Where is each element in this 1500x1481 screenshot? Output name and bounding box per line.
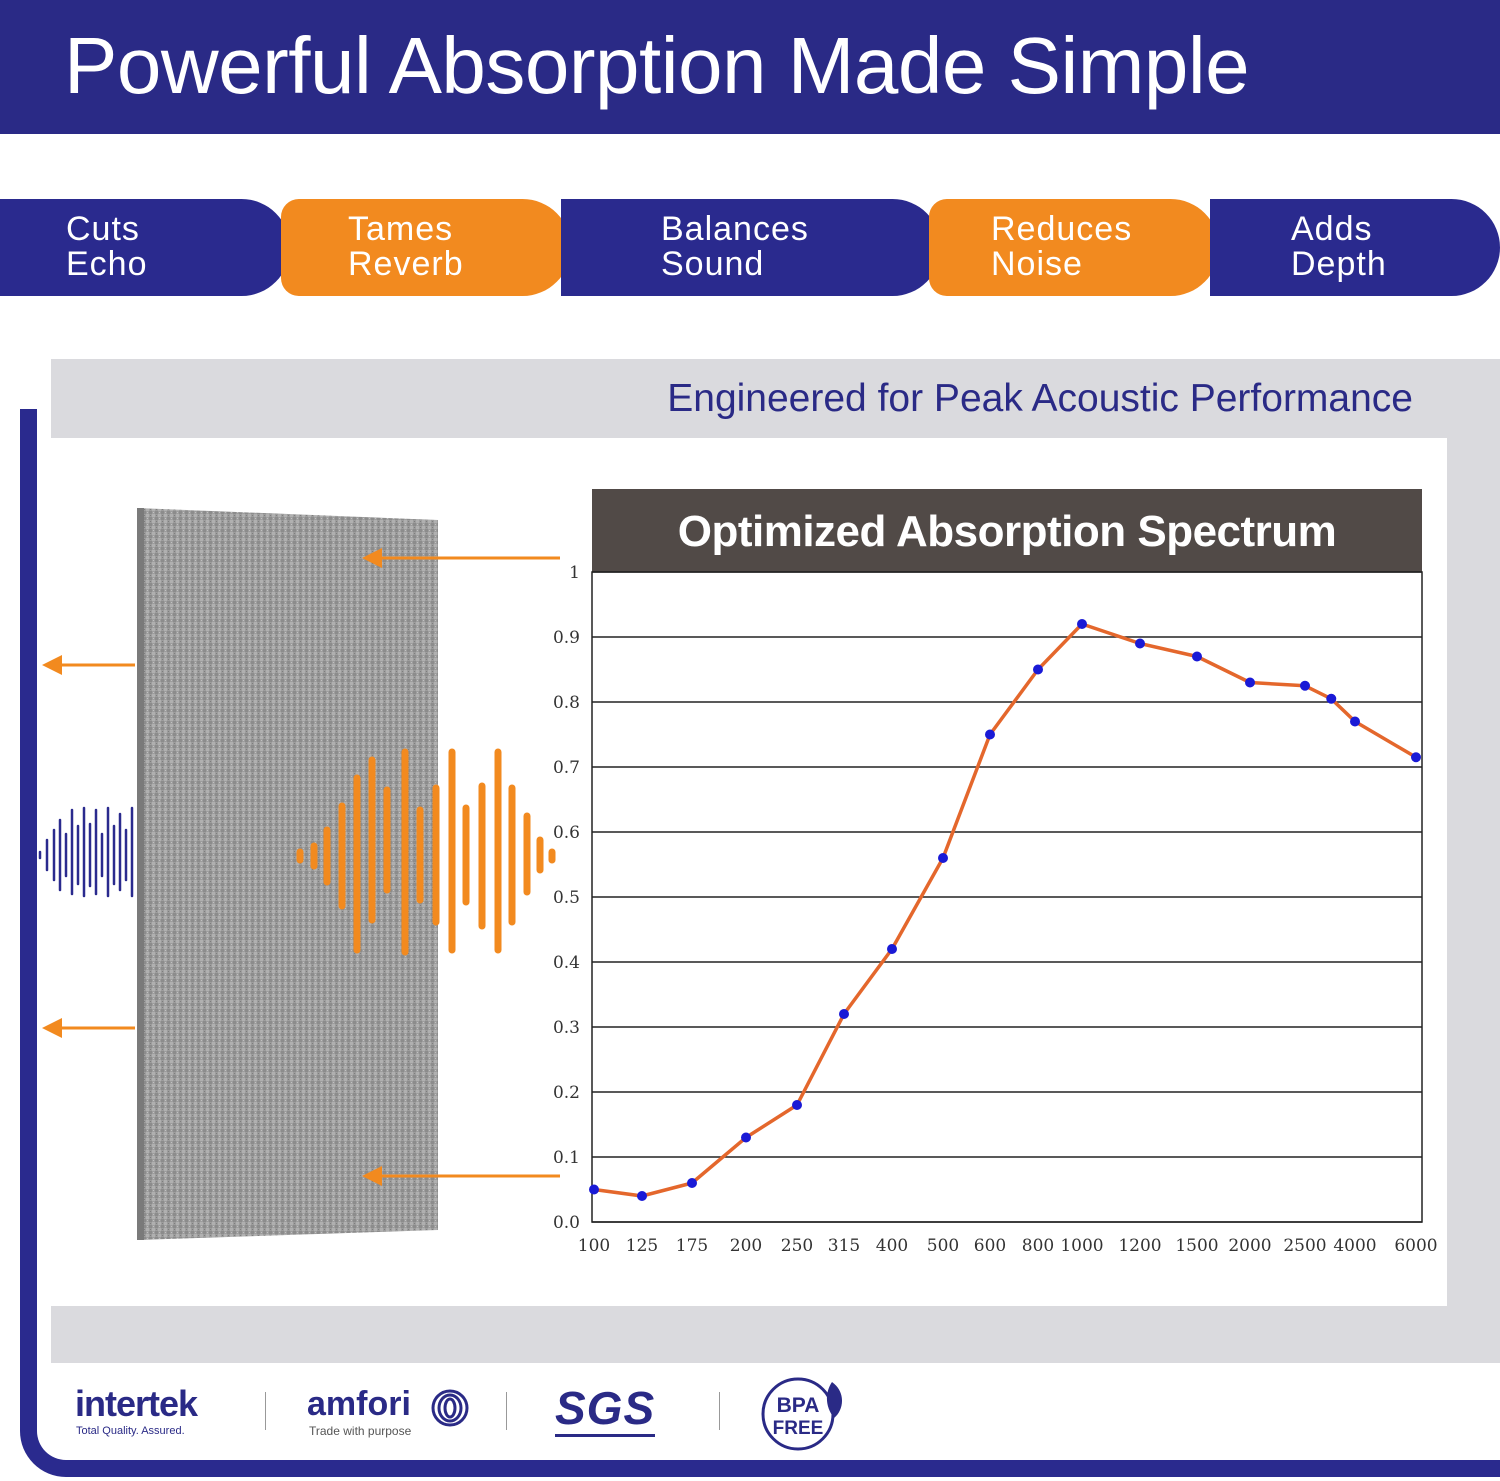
- chart-header: Optimized Absorption Spectrum: [592, 489, 1422, 572]
- x-tick-label: 1200: [1118, 1236, 1161, 1256]
- data-point: [1033, 664, 1043, 675]
- reflected-sound-wave-icon: [38, 806, 134, 898]
- x-tick-label: 600: [974, 1236, 1006, 1256]
- incoming-sound-wave-icon: [296, 748, 556, 956]
- x-tick-label: 6000: [1394, 1236, 1437, 1256]
- amfori-mark-icon: [431, 1389, 469, 1427]
- chart-y-axis: 0.0 0.1 0.2 0.3 0.4 0.5 0.6 0.7 0.8 0.9 1: [553, 563, 580, 1233]
- chart-series: [589, 619, 1421, 1201]
- feature-pill-cuts-echo: Cuts Echo: [0, 199, 290, 296]
- y-tick-label: 0.2: [553, 1083, 580, 1103]
- y-tick-label: 0.3: [553, 1018, 580, 1038]
- data-point: [687, 1178, 697, 1188]
- y-tick-label: 0.8: [553, 693, 580, 713]
- logo-divider: [719, 1392, 720, 1430]
- reflected-arrow-icon: [42, 655, 135, 675]
- acoustic-panel-illustration: [38, 508, 560, 1240]
- data-point: [1245, 677, 1255, 688]
- corner-bracket: [20, 409, 1500, 1477]
- data-point: [741, 1132, 751, 1143]
- incoming-arrow-icon: [362, 548, 560, 568]
- x-tick-label: 4000: [1333, 1236, 1376, 1256]
- bpa-label: BPA: [777, 1394, 820, 1417]
- sgs-logo: SGS: [555, 1382, 656, 1437]
- x-tick-label: 800: [1022, 1236, 1054, 1256]
- feature-pill-adds-depth: Adds Depth: [1210, 199, 1500, 296]
- page-title: Powerful Absorption Made Simple: [64, 21, 1250, 110]
- amfori-tagline: Trade with purpose: [309, 1424, 412, 1438]
- incoming-arrow-icon: [362, 1166, 560, 1186]
- certification-logos: intertek Total Quality. Assured. amfori …: [0, 1370, 1000, 1451]
- y-tick-label: 0.0: [553, 1213, 580, 1233]
- feature-line: Balances: [661, 210, 809, 248]
- data-point: [589, 1184, 599, 1195]
- x-tick-label: 400: [876, 1236, 908, 1256]
- feature-line: Depth: [1291, 245, 1387, 283]
- section-title: Engineered for Peak Acoustic Performance: [667, 377, 1413, 420]
- x-tick-label: 315: [828, 1236, 860, 1256]
- y-tick-label: 0.6: [553, 823, 580, 843]
- data-point: [887, 944, 897, 954]
- feature-pill-reduces-noise: Reduces Noise: [929, 199, 1219, 296]
- intertek-tagline: Total Quality. Assured.: [76, 1425, 185, 1437]
- x-tick-label: 1000: [1060, 1236, 1103, 1256]
- y-tick-label: 0.7: [553, 758, 580, 778]
- intertek-logo: intertek: [75, 1383, 198, 1424]
- data-point: [839, 1009, 849, 1019]
- feature-pill-tames-reverb: Tames Reverb: [281, 199, 571, 296]
- data-point: [637, 1191, 647, 1201]
- x-tick-label: 2000: [1228, 1236, 1271, 1256]
- data-point: [1135, 638, 1145, 649]
- logo-divider: [506, 1392, 507, 1430]
- feature-line: Echo: [66, 245, 148, 283]
- y-tick-label: 1: [569, 563, 580, 583]
- amfori-logo: amfori: [307, 1385, 411, 1423]
- data-point: [1077, 619, 1087, 629]
- x-tick-label: 2500: [1283, 1236, 1326, 1256]
- feature-line: Adds: [1291, 210, 1373, 248]
- data-point: [792, 1100, 802, 1110]
- feature-line: Cuts: [66, 210, 140, 248]
- x-tick-label: 500: [927, 1236, 959, 1256]
- header-banner: Powerful Absorption Made Simple: [0, 0, 1500, 134]
- chart-x-axis: 100 125 175 200 250 315 400 500 600 800 1000 1200 15…: [578, 1236, 1438, 1256]
- leaf-icon: [826, 1382, 842, 1418]
- x-tick-label: 175: [676, 1236, 708, 1256]
- data-point: [985, 729, 995, 740]
- chart-title: Optimized Absorption Spectrum: [677, 507, 1337, 556]
- chart-gridlines: [591, 571, 1423, 1223]
- feature-line: Sound: [661, 245, 765, 283]
- feature-pill-balances-sound: Balances Sound: [561, 199, 941, 296]
- data-point: [1411, 752, 1421, 763]
- free-label: FREE: [773, 1418, 824, 1439]
- feature-line: Noise: [991, 245, 1083, 283]
- x-tick-label: 200: [730, 1236, 762, 1256]
- fabric-panel: [137, 508, 438, 1240]
- y-tick-label: 0.5: [553, 888, 580, 908]
- data-point: [1350, 716, 1360, 727]
- absorption-line-chart: 0.0 0.1 0.2 0.3 0.4 0.5 0.6 0.7 0.8 0.9 1 100 125 17…: [553, 563, 1438, 1256]
- x-tick-label: 1500: [1175, 1236, 1218, 1256]
- data-point: [938, 853, 948, 863]
- y-tick-label: 0.1: [553, 1148, 580, 1168]
- y-tick-label: 0.4: [553, 953, 580, 973]
- x-tick-label: 125: [626, 1236, 658, 1256]
- y-tick-label: 0.9: [553, 628, 580, 648]
- data-point: [1300, 680, 1310, 691]
- x-tick-label: 100: [578, 1236, 610, 1256]
- data-point: [1326, 693, 1337, 704]
- feature-line: Reverb: [348, 245, 464, 283]
- feature-line: Tames: [348, 210, 454, 248]
- data-point: [1192, 651, 1202, 662]
- bpa-free-badge: BPA FREE: [761, 1377, 842, 1451]
- reflected-arrow-icon: [42, 1018, 135, 1038]
- x-tick-label: 250: [781, 1236, 813, 1256]
- feature-line: Reduces: [991, 210, 1133, 248]
- panel-edge: [137, 508, 144, 1240]
- logo-divider: [265, 1392, 266, 1430]
